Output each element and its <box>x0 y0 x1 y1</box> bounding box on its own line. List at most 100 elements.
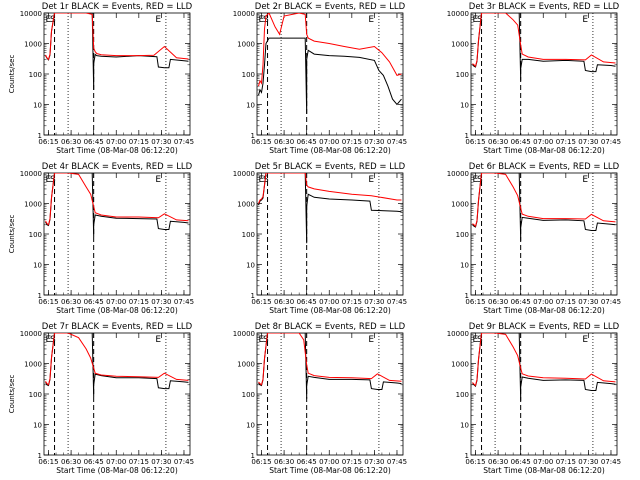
y-tick-label: 1000 <box>237 201 255 209</box>
x-tick-label: 07:30 <box>364 458 384 466</box>
x-tick-label: 07:00 <box>319 138 339 146</box>
x-tick-label: 06:45 <box>511 458 531 466</box>
x-axis-label: Start Time (08-Mar-08 06:12:20) <box>269 466 391 475</box>
plot-frame <box>43 332 191 456</box>
y-tick-label: 10000 <box>447 330 469 338</box>
x-tick-label: 06:15 <box>251 298 271 306</box>
y-tick-label: 1000 <box>24 41 42 49</box>
x-tick-label: 07:00 <box>533 138 553 146</box>
events-series-line <box>45 333 189 398</box>
x-tick-label: 07:00 <box>533 298 553 306</box>
x-tick-label: 06:15 <box>38 298 58 306</box>
chart-title: Det 5r BLACK = Events, RED = LLD <box>255 162 406 172</box>
chart-title: Det 7r BLACK = Events, RED = LLD <box>42 322 193 332</box>
x-tick-label: 06:30 <box>274 298 294 306</box>
event-marker-label: S <box>477 15 483 25</box>
y-tick-label: 1 <box>465 132 469 140</box>
chart-panel-6: Det 6r BLACK = Events, RED = LLD 1 10 100 10… <box>447 162 621 315</box>
x-axis-label: Start Time (08-Mar-08 06:12:20) <box>56 146 178 155</box>
y-tick-label: 100 <box>242 71 255 79</box>
x-tick-label: 07:30 <box>151 138 171 146</box>
event-marker-label: S <box>50 335 56 345</box>
x-tick-label: 07:00 <box>319 458 339 466</box>
events-series-line <box>258 173 402 244</box>
plot-frame <box>256 12 404 136</box>
event-marker-label: S <box>263 175 269 185</box>
y-tick-label: 10 <box>460 422 469 430</box>
x-tick-label: 06:30 <box>274 138 294 146</box>
y-tick-label: 100 <box>456 71 469 79</box>
event-marker-label: E <box>368 175 374 185</box>
x-tick-label: 07:30 <box>151 458 171 466</box>
x-tick-label: 06:15 <box>38 458 58 466</box>
chart-title: Det 8r BLACK = Events, RED = LLD <box>255 322 406 332</box>
x-tick-label: 07:00 <box>106 458 126 466</box>
chart-panel-4: Det 4r BLACK = Events, RED = LLD 1 10 100 10… <box>8 162 194 315</box>
x-axis-label: Start Time (08-Mar-08 06:12:20) <box>56 466 178 475</box>
y-tick-label: 10 <box>33 422 42 430</box>
x-tick-label: 07:15 <box>342 298 362 306</box>
chart-panel-1: Det 1r BLACK = Events, RED = LLD 1 10 100 10… <box>8 2 194 155</box>
x-tick-label: 07:00 <box>319 298 339 306</box>
event-marker-label: E <box>46 335 52 345</box>
chart-panel-7: Det 7r BLACK = Events, RED = LLD 1 10 100 10… <box>8 322 194 475</box>
event-marker-label: E <box>259 15 265 25</box>
plot-frame <box>43 172 191 296</box>
y-tick-label: 1000 <box>237 41 255 49</box>
x-tick-label: 06:45 <box>297 138 317 146</box>
y-tick-label: 10 <box>33 262 42 270</box>
y-tick-label: 10000 <box>20 170 42 178</box>
event-marker-label: E <box>46 175 52 185</box>
y-tick-label: 1 <box>38 132 42 140</box>
x-tick-label: 07:00 <box>106 298 126 306</box>
event-marker-label: S <box>477 175 483 185</box>
x-tick-label: 06:45 <box>84 298 104 306</box>
lld-series-line <box>258 13 402 87</box>
events-series-line <box>258 333 402 399</box>
x-tick-label: 07:45 <box>387 298 407 306</box>
y-tick-label: 10 <box>246 422 255 430</box>
x-tick-label: 07:30 <box>578 138 598 146</box>
plot-frame <box>470 172 618 296</box>
x-tick-label: 07:45 <box>601 458 621 466</box>
chart-panel-5: Det 5r BLACK = Events, RED = LLD 1 10 100 10… <box>233 162 407 315</box>
y-tick-label: 1 <box>251 292 255 300</box>
y-tick-label: 10000 <box>447 170 469 178</box>
lld-series-line <box>45 333 189 386</box>
x-tick-label: 06:30 <box>61 298 81 306</box>
chart-title: Det 4r BLACK = Events, RED = LLD <box>42 162 193 172</box>
y-tick-label: 1000 <box>237 361 255 369</box>
y-tick-label: 1 <box>251 132 255 140</box>
event-marker-label: E <box>259 335 265 345</box>
x-tick-label: 06:30 <box>274 458 294 466</box>
lld-series-line <box>258 333 402 386</box>
x-tick-label: 06:15 <box>465 138 485 146</box>
event-marker-label: E <box>473 335 479 345</box>
x-tick-label: 07:15 <box>556 298 576 306</box>
x-tick-label: 06:15 <box>465 298 485 306</box>
x-tick-label: 07:45 <box>601 138 621 146</box>
chart-panel-2: Det 2r BLACK = Events, RED = LLD 1 10 100 10… <box>233 2 407 155</box>
lld-series-line <box>472 13 616 68</box>
x-axis-label: Start Time (08-Mar-08 06:12:20) <box>269 146 391 155</box>
x-tick-label: 07:15 <box>342 458 362 466</box>
chart-panel-9: Det 9r BLACK = Events, RED = LLD 1 10 100 10… <box>447 322 621 475</box>
lld-series-line <box>45 13 189 61</box>
x-tick-label: 07:00 <box>106 138 126 146</box>
y-axis-label: Counts/sec <box>8 55 16 94</box>
chart-title: Det 3r BLACK = Events, RED = LLD <box>469 2 620 12</box>
y-tick-label: 10 <box>460 262 469 270</box>
chart-title: Det 6r BLACK = Events, RED = LLD <box>469 162 620 172</box>
event-marker-label: E <box>473 175 479 185</box>
x-tick-label: 06:45 <box>297 458 317 466</box>
x-tick-label: 07:15 <box>129 298 149 306</box>
x-tick-label: 06:45 <box>84 138 104 146</box>
x-axis-label: Start Time (08-Mar-08 06:12:20) <box>269 306 391 315</box>
event-marker-label: E <box>46 15 52 25</box>
y-tick-label: 100 <box>456 391 469 399</box>
x-tick-label: 07:45 <box>174 458 194 466</box>
event-marker-label: E <box>155 175 161 185</box>
event-marker-label: E <box>582 15 588 25</box>
lld-series-line <box>45 173 189 226</box>
